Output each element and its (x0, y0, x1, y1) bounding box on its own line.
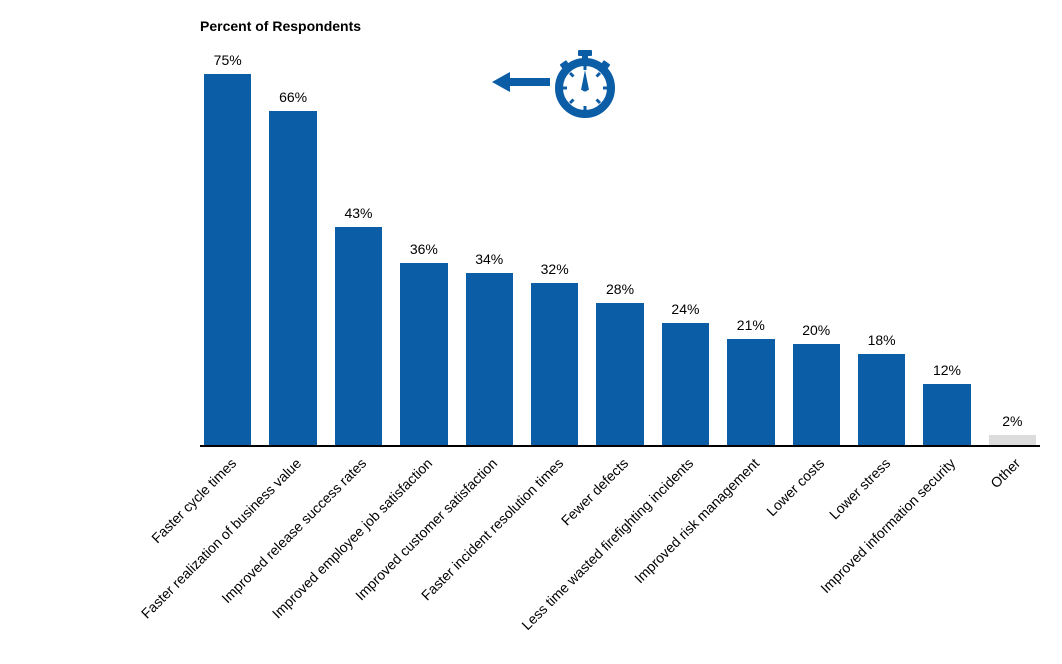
x-label-slot: Improved risk management (727, 455, 774, 655)
bar-rect (400, 263, 447, 445)
bar-rect (858, 354, 905, 445)
bar-rect (793, 344, 840, 445)
x-label-slot: Faster incident resolution times (531, 455, 578, 655)
x-label-slot: Lower costs (793, 455, 840, 655)
bar-chart: Percent of Respondents 75% 66% 43% 36% 34% 32… (200, 18, 1040, 655)
bar-value-label: 18% (868, 332, 896, 348)
bar-rect (335, 227, 382, 445)
bar-rect (596, 303, 643, 445)
bar-value-label: 2% (1002, 413, 1022, 429)
x-axis-labels: Faster cycle timesFaster realization of … (200, 455, 1040, 655)
bar: 21% (727, 52, 774, 445)
bar-rect (989, 435, 1036, 445)
bar-rect (466, 273, 513, 445)
bars-group: 75% 66% 43% 36% 34% 32% 28% 24% 21% 20% 18% 12% 2% (200, 52, 1040, 445)
bar-value-label: 75% (214, 52, 242, 68)
bar-value-label: 34% (475, 251, 503, 267)
bar-value-label: 20% (802, 322, 830, 338)
bar-value-label: 21% (737, 317, 765, 333)
bar: 43% (335, 52, 382, 445)
bar-value-label: 32% (541, 261, 569, 277)
bar-value-label: 12% (933, 362, 961, 378)
x-label-slot: Other (989, 455, 1036, 655)
bar: 34% (466, 52, 513, 445)
bar-rect (662, 323, 709, 445)
bar-rect (269, 111, 316, 445)
arrow-left-icon (492, 70, 550, 94)
x-axis-label: Other (988, 455, 1024, 491)
bar: 75% (204, 52, 251, 445)
bar: 24% (662, 52, 709, 445)
bar: 66% (269, 52, 316, 445)
bar: 20% (793, 52, 840, 445)
bar-value-label: 36% (410, 241, 438, 257)
bar-value-label: 66% (279, 89, 307, 105)
bar-value-label: 43% (344, 205, 372, 221)
stopwatch-icon (550, 48, 620, 118)
bar-rect (204, 74, 251, 445)
bar-rect (923, 384, 970, 445)
plot-area: 75% 66% 43% 36% 34% 32% 28% 24% 21% 20% 18% 12% 2% (200, 52, 1040, 447)
bar-rect (727, 339, 774, 445)
chart-title: Percent of Respondents (200, 18, 1040, 34)
bar: 18% (858, 52, 905, 445)
bar: 12% (923, 52, 970, 445)
x-label-slot: Improved information security (923, 455, 970, 655)
bar-rect (531, 283, 578, 445)
bar: 36% (400, 52, 447, 445)
bar: 2% (989, 52, 1036, 445)
bar-value-label: 28% (606, 281, 634, 297)
bar-value-label: 24% (671, 301, 699, 317)
